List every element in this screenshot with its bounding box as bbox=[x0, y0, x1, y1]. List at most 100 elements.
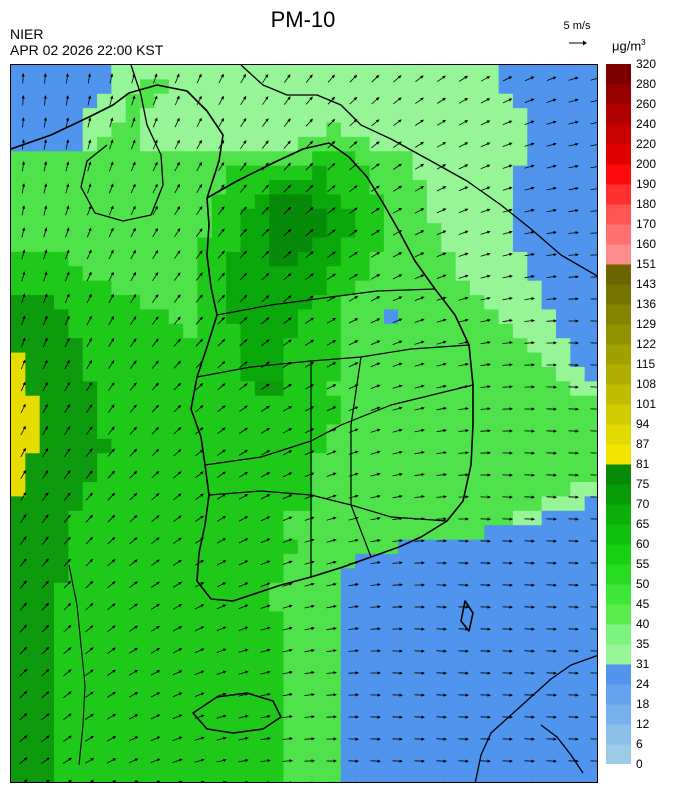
grid-cell bbox=[355, 482, 371, 497]
color-scale-tick-label: 94 bbox=[636, 417, 650, 431]
grid-cell bbox=[383, 424, 399, 440]
wind-arrow-head bbox=[199, 250, 203, 254]
wind-arrow-head bbox=[509, 737, 513, 741]
wind-arrow-head bbox=[575, 627, 579, 631]
grid-cell bbox=[326, 683, 342, 699]
grid-cell bbox=[68, 122, 84, 138]
grid-cell bbox=[240, 122, 256, 138]
wind-arrow-head bbox=[442, 164, 447, 168]
wind-arrow-head bbox=[289, 626, 293, 630]
grid-cell bbox=[469, 136, 485, 152]
wind-arrow-head bbox=[531, 539, 535, 543]
grid-cell bbox=[11, 424, 26, 440]
color-scale-segment bbox=[606, 684, 631, 705]
wind-arrow-head bbox=[177, 250, 181, 254]
grid-cell bbox=[125, 712, 141, 728]
grid-cell bbox=[584, 683, 597, 699]
grid-cell bbox=[254, 180, 270, 196]
wind-arrow-head bbox=[421, 759, 425, 763]
wind-arrow-head bbox=[23, 624, 27, 629]
grid-cell bbox=[11, 467, 26, 483]
grid-cell bbox=[254, 122, 270, 138]
wind-arrow-head bbox=[377, 472, 381, 476]
wind-arrow-head bbox=[154, 183, 158, 188]
wind-arrow-head bbox=[376, 163, 380, 167]
grid-cell bbox=[527, 180, 543, 196]
grid-cell bbox=[312, 712, 328, 728]
wind-arrow-head bbox=[486, 230, 491, 234]
grid-cell bbox=[140, 395, 156, 411]
wind-arrow-head bbox=[575, 737, 579, 741]
grid-cell bbox=[297, 65, 313, 80]
grid-cell bbox=[283, 668, 299, 684]
grid-cell bbox=[54, 525, 69, 541]
grid-cell bbox=[312, 165, 328, 181]
wind-arrow-head bbox=[112, 691, 117, 695]
grid-cell bbox=[25, 280, 41, 296]
grid-cell bbox=[297, 280, 313, 296]
wind-arrow-head bbox=[332, 295, 337, 299]
grid-cell bbox=[469, 769, 485, 782]
wind-arrow-head bbox=[310, 317, 314, 321]
grid-cell bbox=[498, 453, 514, 469]
wind-arrow-head bbox=[23, 558, 27, 562]
wind-arrow-head bbox=[311, 715, 315, 719]
grid-cell bbox=[426, 453, 442, 469]
grid-cell bbox=[541, 323, 557, 339]
wind-arrow-head bbox=[575, 341, 579, 345]
wind-arrow-head bbox=[243, 228, 247, 233]
grid-cell bbox=[312, 611, 328, 627]
grid-cell bbox=[154, 410, 170, 426]
grid-cell bbox=[555, 194, 571, 210]
grid-cell bbox=[269, 237, 285, 253]
grid-cell bbox=[555, 136, 571, 152]
grid-cell bbox=[412, 496, 428, 512]
pm10-map[interactable] bbox=[10, 64, 598, 783]
grid-cell bbox=[584, 165, 597, 181]
grid-cell bbox=[97, 726, 112, 742]
grid-cell bbox=[154, 683, 170, 699]
grid-cell bbox=[68, 309, 84, 325]
grid-cell bbox=[140, 525, 156, 541]
grid-cell bbox=[484, 180, 500, 196]
grid-cell bbox=[97, 553, 112, 569]
grid-cell bbox=[140, 309, 156, 325]
grid-cell bbox=[312, 208, 328, 224]
grid-cell bbox=[39, 625, 55, 641]
wind-arrow-head bbox=[553, 649, 557, 653]
grid-cell bbox=[355, 295, 371, 311]
wind-arrow-head bbox=[420, 186, 425, 190]
grid-cell bbox=[426, 640, 442, 656]
wind-arrow-head bbox=[111, 514, 116, 519]
grid-cell bbox=[54, 266, 69, 282]
grid-cell bbox=[97, 424, 112, 440]
wind-arrow-head bbox=[420, 163, 425, 168]
wind-arrow-head bbox=[67, 448, 71, 452]
grid-cell bbox=[68, 381, 84, 397]
grid-cell bbox=[369, 668, 385, 684]
grid-cell bbox=[312, 726, 328, 742]
wind-arrow-head bbox=[398, 119, 402, 123]
wind-arrow-head bbox=[465, 561, 469, 565]
grid-cell bbox=[68, 395, 84, 411]
grid-cell bbox=[68, 136, 84, 152]
wind-arrow-head bbox=[287, 228, 292, 233]
grid-cell bbox=[97, 625, 112, 641]
grid-cell bbox=[254, 424, 270, 440]
grid-cell bbox=[97, 712, 112, 728]
grid-cell bbox=[111, 136, 127, 152]
wind-arrow-head bbox=[222, 582, 227, 586]
wind-arrow-head bbox=[155, 316, 159, 320]
wind-arrow-head bbox=[289, 715, 293, 719]
grid-cell bbox=[183, 165, 199, 181]
wind-arrow-head bbox=[265, 162, 269, 167]
wind-arrow-head bbox=[398, 97, 402, 101]
wind-arrow-head bbox=[243, 184, 247, 188]
grid-cell bbox=[25, 165, 41, 181]
grid-cell bbox=[11, 482, 26, 497]
grid-cell bbox=[570, 280, 586, 296]
grid-cell bbox=[11, 237, 26, 253]
grid-cell bbox=[498, 496, 514, 512]
wind-arrow-head bbox=[66, 161, 70, 165]
grid-cell bbox=[383, 165, 399, 181]
